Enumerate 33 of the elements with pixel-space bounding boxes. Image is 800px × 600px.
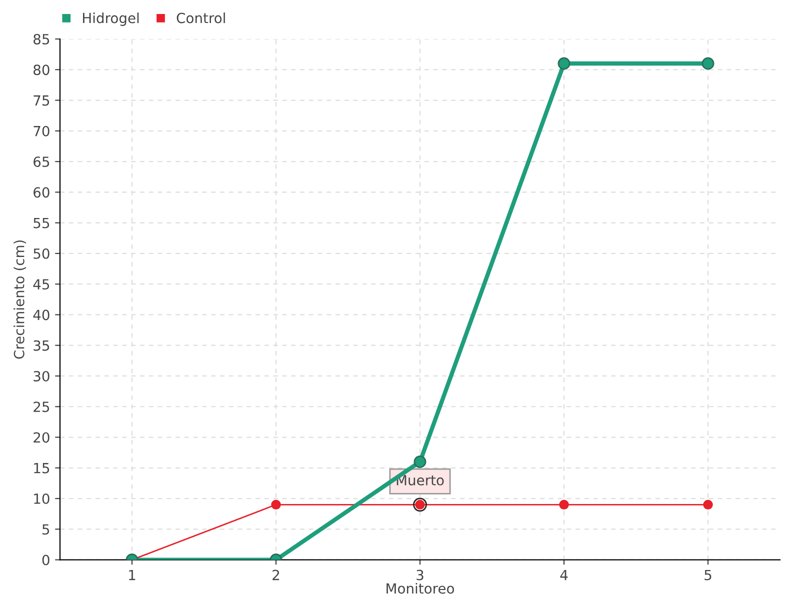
legend-label: Control	[176, 12, 225, 24]
x-tick-label: 4	[560, 570, 568, 580]
y-tick-label: 5	[42, 524, 50, 535]
point	[558, 57, 570, 70]
y-tick-label: 30	[34, 370, 50, 382]
point	[559, 500, 569, 510]
y-tick-label: 35	[34, 340, 50, 351]
x-tick-label: 3	[416, 570, 424, 580]
y-tick-label: 20	[34, 432, 50, 443]
point	[271, 500, 281, 510]
x-axis-title: Monitoreo	[386, 582, 454, 594]
legend-label: Hidrogel	[83, 12, 139, 26]
point	[414, 456, 426, 468]
y-tick-label: 45	[33, 279, 50, 290]
y-tick-label: 60	[34, 187, 50, 198]
y-tick-label: 65	[34, 156, 50, 168]
y-tick-label: 0	[42, 554, 50, 566]
y-tick-label: 85	[34, 34, 50, 44]
y-tick-label: 70	[34, 126, 50, 136]
x-tick-label: 2	[272, 570, 280, 580]
point	[702, 57, 714, 70]
y-tick-label: 80	[34, 64, 50, 76]
y-tick-label: 10	[34, 494, 50, 504]
y-tick-label: 25	[34, 402, 50, 412]
y-axis-title: Crecimiento (cm)	[14, 240, 26, 359]
point	[703, 500, 713, 510]
x-tick-label: 5	[704, 570, 712, 580]
y-tick-label: 55	[34, 218, 50, 228]
y-tick-label: 40	[33, 310, 50, 320]
y-tick-label: 15	[34, 463, 50, 474]
x-tick-label: 1	[129, 570, 136, 580]
y-tick-label: 75	[34, 95, 50, 106]
y-tick-label: 50	[34, 248, 50, 259]
